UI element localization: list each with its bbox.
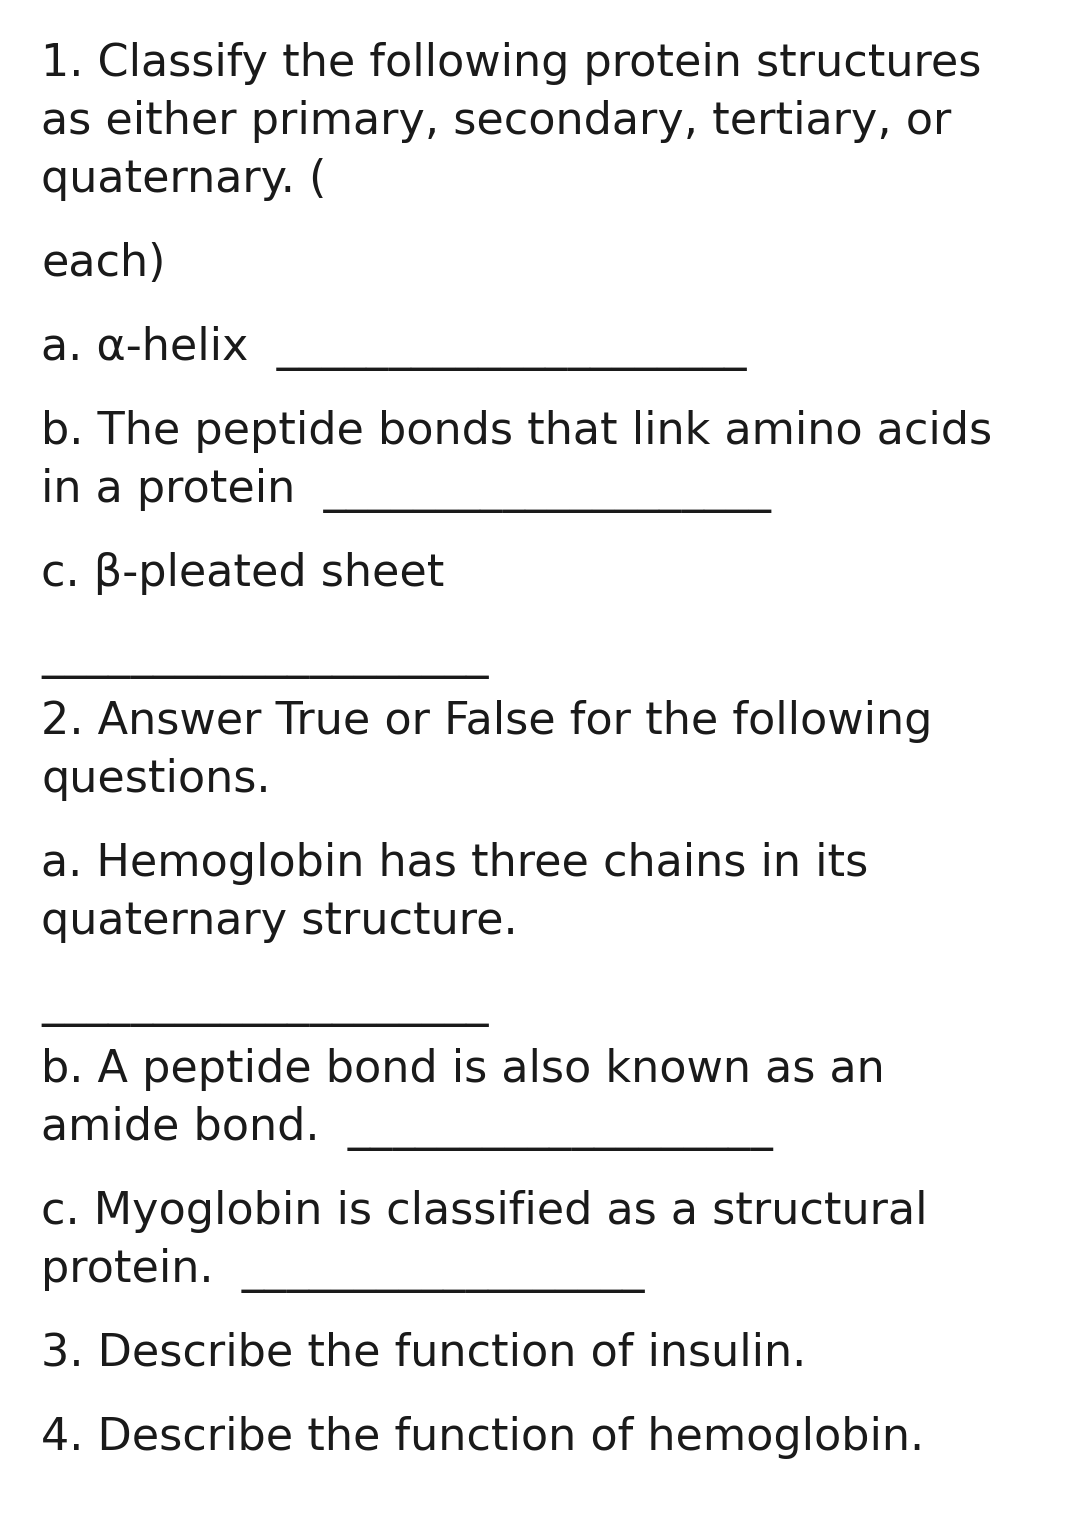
Text: a. α-helix  _____________________: a. α-helix _____________________ bbox=[41, 326, 746, 371]
Text: protein.  __________________: protein. __________________ bbox=[41, 1248, 645, 1293]
Text: quaternary. (: quaternary. ( bbox=[41, 157, 326, 201]
Text: 1. Classify the following protein structures: 1. Classify the following protein struct… bbox=[41, 42, 982, 85]
Text: c. β-pleated sheet: c. β-pleated sheet bbox=[41, 553, 444, 595]
Text: c. Myoglobin is classified as a structural: c. Myoglobin is classified as a structur… bbox=[41, 1190, 928, 1232]
Text: quaternary structure.: quaternary structure. bbox=[41, 899, 517, 943]
Text: 3. Describe the function of insulin.: 3. Describe the function of insulin. bbox=[41, 1332, 807, 1375]
Text: b. A peptide bond is also known as an: b. A peptide bond is also known as an bbox=[41, 1048, 885, 1092]
Text: in a protein  ____________________: in a protein ____________________ bbox=[41, 468, 771, 513]
Text: questions.: questions. bbox=[41, 759, 271, 801]
Text: ____________________: ____________________ bbox=[41, 984, 488, 1026]
Text: a. Hemoglobin has three chains in its: a. Hemoglobin has three chains in its bbox=[41, 842, 868, 886]
Text: b. The peptide bonds that link amino acids: b. The peptide bonds that link amino aci… bbox=[41, 410, 993, 453]
Text: ____________________: ____________________ bbox=[41, 636, 488, 678]
Text: 2. Answer True or False for the following: 2. Answer True or False for the followin… bbox=[41, 699, 932, 743]
Text: as either primary, secondary, tertiary, or: as either primary, secondary, tertiary, … bbox=[41, 100, 951, 142]
Text: 4. Describe the function of hemoglobin.: 4. Describe the function of hemoglobin. bbox=[41, 1416, 924, 1459]
Text: each): each) bbox=[41, 242, 165, 285]
Text: amide bond.  ___________________: amide bond. ___________________ bbox=[41, 1107, 773, 1151]
